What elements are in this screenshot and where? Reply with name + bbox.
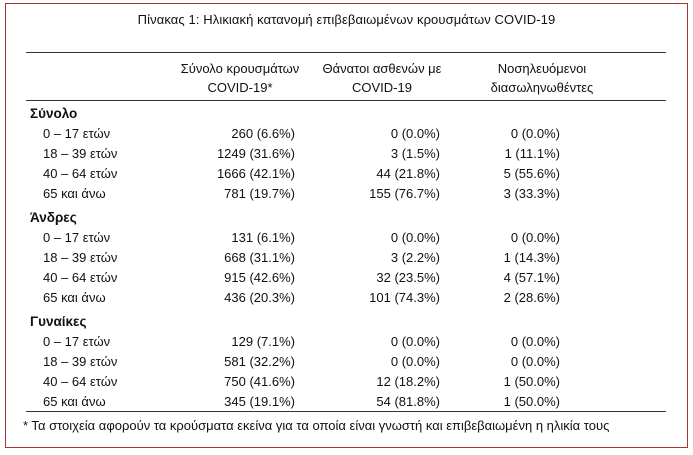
column-header-intubated-line1: Νοσηλευόμενοι xyxy=(497,61,587,76)
age-group: 0 – 17 ετών xyxy=(43,230,111,245)
bottom-rule xyxy=(26,411,666,412)
column-header-deaths-line2: COVID-19 xyxy=(352,80,412,95)
footnote: * Τα στοιχεία αφορούν τα κρούσματα εκείν… xyxy=(23,418,610,433)
intubated-cell: 4 (57.1%) xyxy=(503,270,560,285)
deaths-cell: 155 (76.7%) xyxy=(369,186,440,201)
age-group: 40 – 64 ετών xyxy=(43,374,118,389)
column-header-cases: Σύνολο κρουσμάτων COVID-19* xyxy=(150,59,330,97)
cases-cell: 131 (6.1%) xyxy=(231,230,295,245)
column-header-deaths: Θάνατοι ασθενών με COVID-19 xyxy=(292,59,472,97)
age-group: 40 – 64 ετών xyxy=(43,166,118,181)
column-header-cases-line2: COVID-19* xyxy=(207,80,273,95)
intubated-cell: 1 (14.3%) xyxy=(503,250,560,265)
intubated-cell: 1 (50.0%) xyxy=(503,374,560,389)
cases-cell: 750 (41.6%) xyxy=(224,374,295,389)
cases-cell: 781 (19.7%) xyxy=(224,186,295,201)
column-header-deaths-line1: Θάνατοι ασθενών με xyxy=(322,61,442,76)
intubated-cell: 0 (0.0%) xyxy=(510,126,560,141)
age-group: 40 – 64 ετών xyxy=(43,270,118,285)
deaths-cell: 32 (23.5%) xyxy=(376,270,440,285)
cases-cell: 1249 (31.6%) xyxy=(216,146,295,161)
intubated-cell: 0 (0.0%) xyxy=(510,230,560,245)
intubated-cell: 0 (0.0%) xyxy=(510,334,560,349)
section-title-men: Άνδρες xyxy=(30,210,77,225)
age-group: 65 και άνω xyxy=(43,186,106,201)
age-group: 18 – 39 ετών xyxy=(43,354,118,369)
deaths-cell: 0 (0.0%) xyxy=(390,354,440,369)
intubated-cell: 1 (50.0%) xyxy=(503,394,560,409)
age-group: 65 και άνω xyxy=(43,290,106,305)
header-rule xyxy=(26,100,666,101)
section-title-women: Γυναίκες xyxy=(30,314,87,329)
deaths-cell: 3 (1.5%) xyxy=(390,146,440,161)
deaths-cell: 3 (2.2%) xyxy=(390,250,440,265)
age-group: 0 – 17 ετών xyxy=(43,126,111,141)
deaths-cell: 0 (0.0%) xyxy=(390,334,440,349)
deaths-cell: 101 (74.3%) xyxy=(369,290,440,305)
intubated-cell: 0 (0.0%) xyxy=(510,354,560,369)
age-group: 18 – 39 ετών xyxy=(43,146,118,161)
cases-cell: 915 (42.6%) xyxy=(224,270,295,285)
cases-cell: 436 (20.3%) xyxy=(224,290,295,305)
cases-cell: 581 (32.2%) xyxy=(224,354,295,369)
column-header-intubated: Νοσηλευόμενοι διασωληνωθέντες xyxy=(452,59,632,97)
intubated-cell: 5 (55.6%) xyxy=(503,166,560,181)
column-header-cases-line1: Σύνολο κρουσμάτων xyxy=(180,61,300,76)
intubated-cell: 3 (33.3%) xyxy=(503,186,560,201)
cases-cell: 260 (6.6%) xyxy=(231,126,295,141)
top-rule xyxy=(26,52,666,53)
deaths-cell: 12 (18.2%) xyxy=(376,374,440,389)
age-group: 65 και άνω xyxy=(43,394,106,409)
intubated-cell: 1 (11.1%) xyxy=(504,146,560,161)
age-group: 18 – 39 ετών xyxy=(43,250,118,265)
deaths-cell: 54 (81.8%) xyxy=(376,394,440,409)
cases-cell: 1666 (42.1%) xyxy=(216,166,295,181)
cases-cell: 668 (31.1%) xyxy=(224,250,295,265)
column-header-intubated-line2: διασωληνωθέντες xyxy=(490,80,594,95)
deaths-cell: 0 (0.0%) xyxy=(390,230,440,245)
deaths-cell: 44 (21.8%) xyxy=(376,166,440,181)
section-title-total: Σύνολο xyxy=(30,106,78,121)
table-caption: Πίνακας 1: Ηλικιακή κατανομή επιβεβαιωμέ… xyxy=(137,12,556,27)
deaths-cell: 0 (0.0%) xyxy=(390,126,440,141)
intubated-cell: 2 (28.6%) xyxy=(503,290,560,305)
age-group: 0 – 17 ετών xyxy=(43,334,111,349)
cases-cell: 129 (7.1%) xyxy=(231,334,295,349)
cases-cell: 345 (19.1%) xyxy=(224,394,295,409)
table-frame xyxy=(5,3,688,448)
